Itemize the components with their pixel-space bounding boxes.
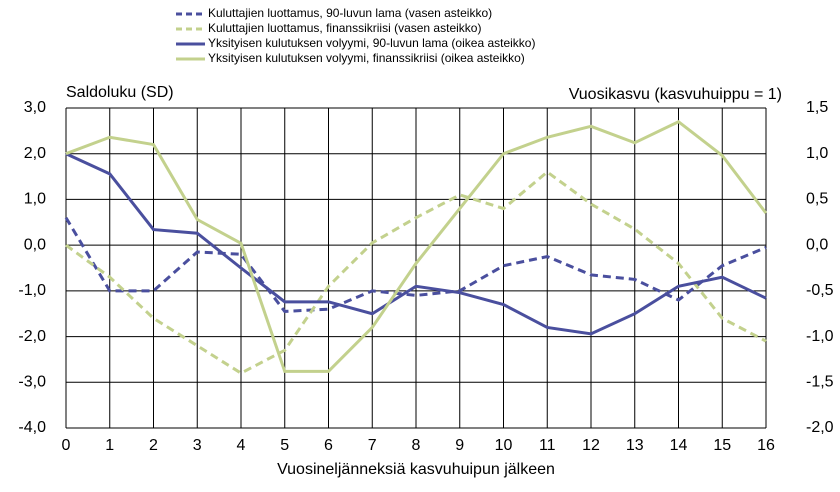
y-tick-label: 0,0 [24, 236, 46, 253]
x-tick-label: 14 [670, 437, 688, 454]
legend-label: Yksityisen kulutuksen volyymi, finanssik… [208, 51, 525, 65]
y2-axis-title: Vuosikasvu (kasvuhuippu = 1) [569, 86, 782, 103]
legend-label: Kuluttajien luottamus, finanssikriisi (v… [208, 21, 481, 35]
x-axis-title: Vuosineljänneksiä kasvuhuipun jälkeen [277, 461, 555, 478]
y-tick-label: -3,0 [18, 374, 46, 391]
x-tick-label: 2 [149, 437, 158, 454]
x-tick-label: 6 [324, 437, 333, 454]
y2-tick-label: 1,0 [806, 145, 828, 162]
legend-label: Kuluttajien luottamus, 90-luvun lama (va… [208, 6, 492, 20]
x-tick-label: 1 [105, 437, 114, 454]
x-tick-label: 7 [368, 437, 377, 454]
x-tick-label: 0 [62, 437, 71, 454]
x-tick-label: 9 [455, 437, 464, 454]
y2-tick-label: 0,0 [806, 236, 828, 253]
x-tick-label: 13 [626, 437, 644, 454]
y-tick-label: 1,0 [24, 191, 46, 208]
x-tick-label: 15 [713, 437, 731, 454]
x-tick-label: 16 [757, 437, 775, 454]
series-line [65, 170, 767, 375]
x-tick-label: 10 [495, 437, 513, 454]
y2-tick-label: -2,0 [806, 419, 834, 436]
y-tick-label: -2,0 [18, 328, 46, 345]
y-tick-label: -4,0 [18, 419, 46, 436]
y2-tick-label: -1,0 [806, 328, 834, 345]
x-tick-label: 12 [582, 437, 600, 454]
x-tick-label: 4 [237, 437, 246, 454]
legend-label: Yksityisen kulutuksen volyymi, 90-luvun … [208, 36, 535, 50]
y-axis-title: Saldoluku (SD) [66, 84, 174, 101]
x-tick-label: 5 [280, 437, 289, 454]
y2-tick-label: 1,5 [806, 99, 828, 116]
x-tick-label: 3 [193, 437, 202, 454]
y-tick-label: 2,0 [24, 145, 46, 162]
series-line [65, 152, 767, 336]
x-tick-label: 8 [412, 437, 421, 454]
y2-tick-label: -1,5 [806, 374, 834, 391]
y2-tick-label: -0,5 [806, 282, 834, 299]
y-tick-label: -1,0 [18, 282, 46, 299]
series-line [65, 119, 768, 373]
x-tick-label: 11 [539, 437, 556, 454]
y2-tick-label: 0,5 [806, 191, 828, 208]
y-tick-label: 3,0 [24, 99, 46, 116]
